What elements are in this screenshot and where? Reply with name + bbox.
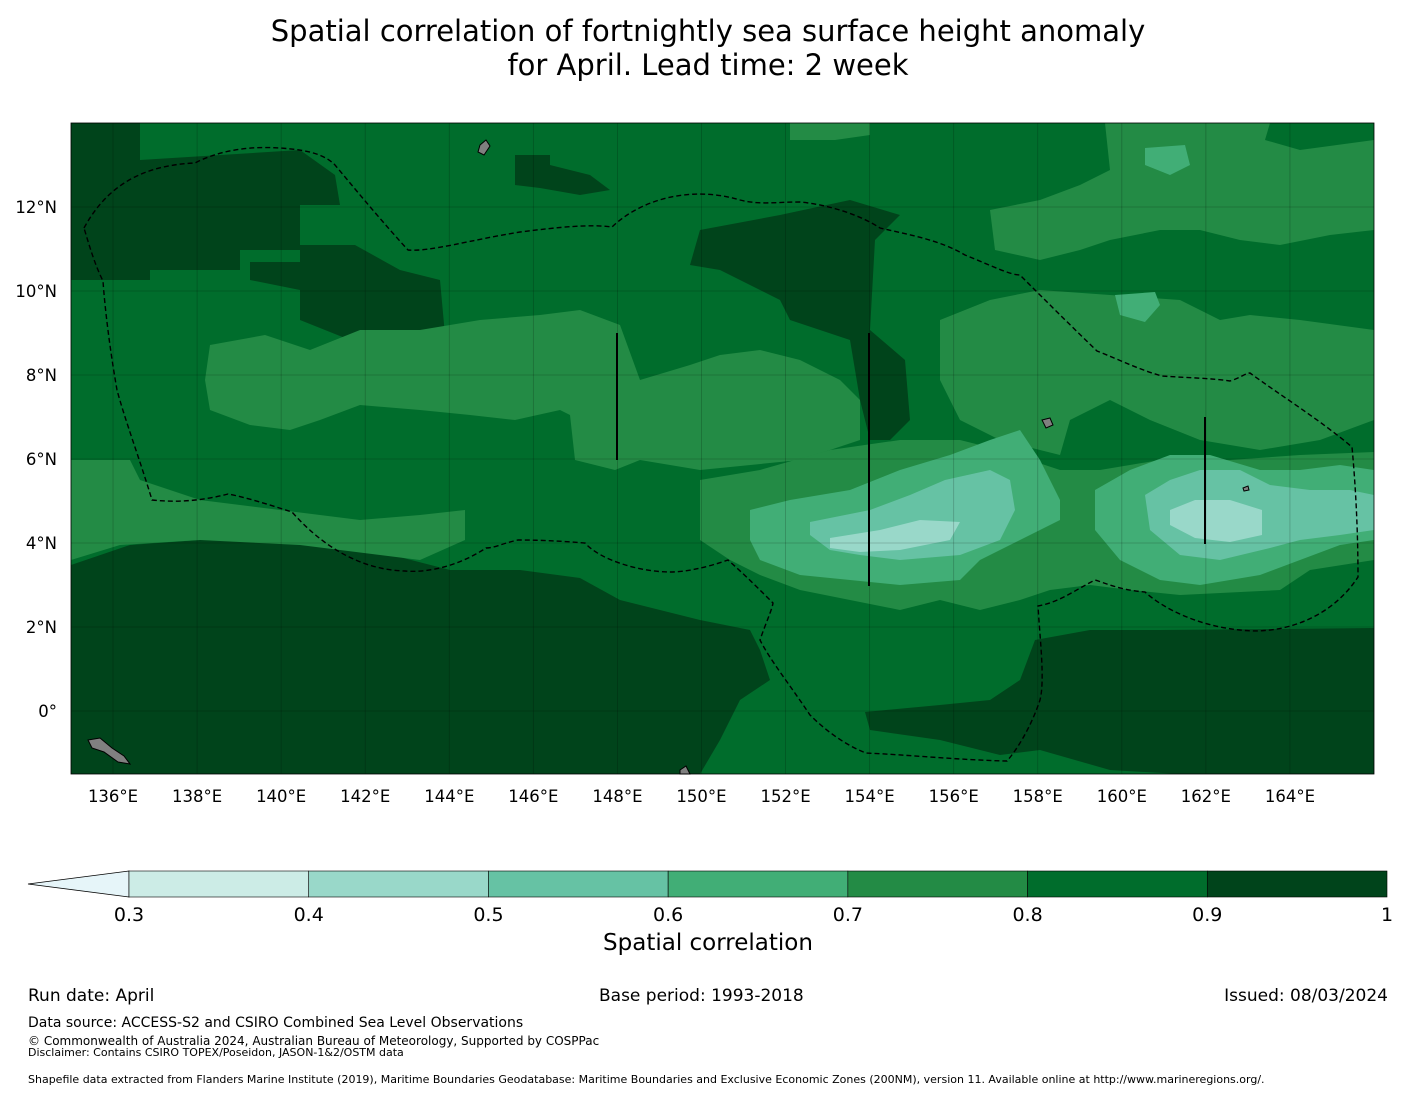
issued-date: Issued: 08/03/2024 (1224, 986, 1388, 1006)
field-region-south-minimum (830, 520, 960, 552)
field-region-north-central (250, 245, 445, 355)
colorbar-segment (308, 870, 489, 898)
colorbar-tick-label: 0.6 (653, 904, 683, 926)
colorbar-segment (667, 870, 849, 898)
lon-tick-label: 154°E (845, 787, 895, 806)
disclaimer: Disclaimer: Contains CSIRO TOPEX/Poseido… (28, 1046, 404, 1059)
lat-tick-label: 2°N (26, 618, 57, 637)
lat-tick-label: 4°N (26, 534, 57, 553)
colorbar-under-arrow (27, 870, 130, 898)
colorbar-tick-label: 0.4 (294, 904, 324, 926)
field-region-northeast (990, 123, 1374, 260)
lon-tick-label: 150°E (676, 787, 726, 806)
lat-tick-label: 6°N (26, 450, 57, 469)
land-island-east (1041, 417, 1054, 429)
lon-tick-label: 146°E (508, 787, 558, 806)
lat-tick-label: 10°N (15, 282, 57, 301)
copyright: © Commonwealth of Australia 2024, Austra… (28, 1034, 600, 1048)
colorbar-segment (847, 870, 1028, 898)
lon-tick-label: 140°E (256, 787, 306, 806)
colorbar-segment (1206, 870, 1388, 898)
colorbar-tick-label: 0.5 (473, 904, 503, 926)
field-region-central (690, 200, 910, 440)
lon-tick-label: 160°E (1097, 787, 1147, 806)
colorbar-tick-label: 0.8 (1012, 904, 1042, 926)
lon-tick-label: 158°E (1013, 787, 1063, 806)
field-region-south (71, 535, 770, 774)
field-region-east-minimum (1170, 500, 1262, 542)
base-period: Base period: 1993-2018 (599, 986, 804, 1006)
field-region-west-edge (71, 460, 465, 560)
colorbar-tick-labels: 0.3 0.4 0.5 0.6 0.7 0.8 0.9 1 (114, 904, 1393, 926)
longitude-tick-labels: 136°E 138°E 140°E 142°E 144°E 146°E 148°E 150°E… (88, 787, 1315, 806)
lat-tick-label: 12°N (15, 198, 57, 217)
colorbar-label: Spatial correlation (603, 930, 813, 956)
field-region-west-central (205, 310, 860, 470)
field-region-southeast (865, 628, 1374, 774)
lon-tick-label: 152°E (760, 787, 810, 806)
colorbar-tick-label: 0.7 (833, 904, 863, 926)
lon-tick-label: 156°E (929, 787, 979, 806)
lat-tick-label: 8°N (26, 366, 57, 385)
lon-tick-label: 148°E (592, 787, 642, 806)
lat-tick-label: 0° (38, 702, 57, 721)
map-frame (70, 122, 1375, 775)
lon-tick-label: 144°E (424, 787, 474, 806)
colorbar-segment (488, 870, 669, 898)
data-source: Data source: ACCESS-S2 and CSIRO Combine… (28, 1015, 524, 1031)
colorbar-tick-label: 0.3 (114, 904, 144, 926)
field-region-northeast-patch (1145, 145, 1190, 175)
marker-lines (616, 333, 1206, 586)
chart-title: Spatial correlation of fortnightly sea s… (0, 14, 1416, 82)
map-grid (71, 123, 1374, 774)
lon-tick-label: 138°E (172, 787, 222, 806)
land-islet-east (1242, 485, 1250, 492)
colorbar-segments (128, 870, 1388, 898)
lon-tick-label: 142°E (340, 787, 390, 806)
land-island-north (477, 139, 491, 156)
field-region-north-strip (790, 123, 870, 140)
colorbar-tick-label: 1 (1381, 904, 1393, 926)
lon-tick-label: 164°E (1265, 787, 1315, 806)
colorbar-segment (1027, 870, 1208, 898)
title-line-2: for April. Lead time: 2 week (507, 48, 909, 82)
colorbar: 0.3 0.4 0.5 0.6 0.7 0.8 0.9 1 (27, 870, 1393, 926)
land-island-southwest (87, 737, 132, 765)
lon-tick-label: 136°E (88, 787, 138, 806)
shapefile-credit: Shapefile data extracted from Flanders M… (28, 1073, 1265, 1086)
latitude-tick-labels: 12°N 10°N 8°N 6°N 4°N 2°N 0° (15, 198, 57, 721)
field-region-northwest (71, 123, 340, 280)
correlation-field (71, 123, 1374, 774)
colorbar-segment (128, 870, 310, 898)
field-region-east-patch (1115, 292, 1160, 322)
lon-tick-label: 162°E (1181, 787, 1231, 806)
title-line-1: Spatial correlation of fortnightly sea s… (270, 14, 1146, 48)
colorbar-tick-label: 0.9 (1192, 904, 1222, 926)
field-region-north-patch (515, 155, 610, 195)
run-date: Run date: April (28, 986, 155, 1006)
field-region-east-central (940, 290, 1374, 455)
